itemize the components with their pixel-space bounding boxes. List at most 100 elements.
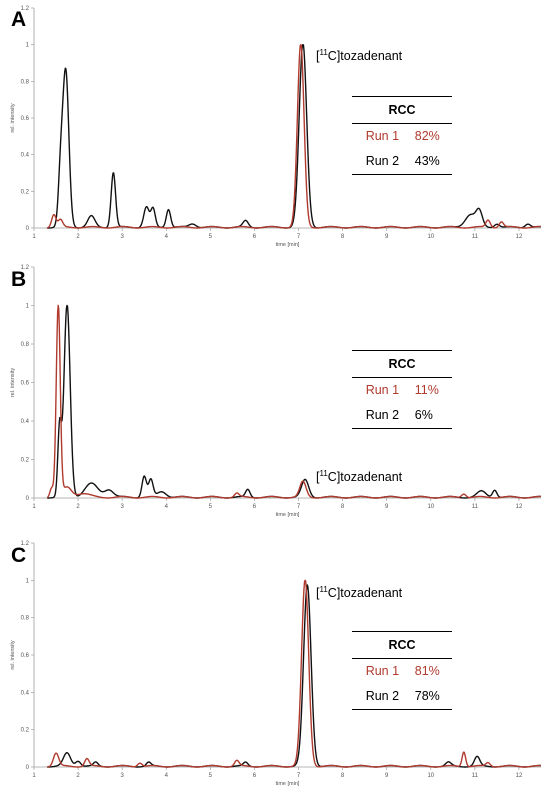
panel-a: 1 2 3 4 5 6 7 8 9 10 11 12 0 0.2 0.4 0.6 0.8 1 1.2 time [mi… <box>0 0 550 250</box>
x-tick-label: 9 <box>385 234 389 240</box>
rcc-header: RCC <box>352 631 452 659</box>
rcc-row-run1: Run 1 82% <box>352 124 452 149</box>
peak-label: [11C]tozadenant <box>316 585 403 601</box>
rcc-value: 11% <box>414 383 439 397</box>
run-label: Run 2 <box>365 689 400 703</box>
y-tick-label: 0 <box>26 765 30 771</box>
x-tick-label: 8 <box>341 773 345 779</box>
y-tick-label: 0.2 <box>21 728 30 734</box>
rcc-header: RCC <box>352 96 452 124</box>
y-tick-label: 0.2 <box>21 458 30 464</box>
x-tick-label: 4 <box>165 234 169 240</box>
x-axis-title: time [min] <box>276 781 300 787</box>
y-tick-label: 0 <box>26 496 30 502</box>
rcc-value: 6% <box>414 408 433 422</box>
rcc-value: 81% <box>414 664 440 678</box>
panel-letter: B <box>11 268 27 291</box>
x-tick-label: 4 <box>165 504 169 510</box>
rcc-table: RCC Run 1 11% Run 2 6% <box>352 350 452 429</box>
y-tick-label: 1.2 <box>21 265 30 271</box>
x-tick-label: 9 <box>385 773 389 779</box>
x-tick-label: 3 <box>121 234 125 240</box>
rcc-value: 82% <box>414 129 440 143</box>
y-tick-label: 0 <box>26 226 30 232</box>
y-axis-title: rel. intensity <box>10 368 16 398</box>
x-tick-label: 11 <box>472 773 479 779</box>
y-tick-label: 0.4 <box>21 153 30 159</box>
y-tick-label: 0.2 <box>21 189 30 195</box>
panel-letter: A <box>11 8 27 31</box>
y-tick-label: 1 <box>26 43 30 49</box>
rcc-table: RCC Run 1 81% Run 2 78% <box>352 631 452 710</box>
x-tick-label: 10 <box>427 504 434 510</box>
y-tick-label: 0.8 <box>21 342 30 348</box>
y-axis-title: rel. intensity <box>10 640 16 670</box>
rcc-row-run1: Run 1 11% <box>352 378 452 403</box>
x-tick-label: 8 <box>341 504 345 510</box>
x-axis-title: time [min] <box>276 242 300 248</box>
x-tick-label: 7 <box>297 504 301 510</box>
y-tick-label: 1.2 <box>21 541 30 547</box>
y-tick-label: 0.6 <box>21 116 30 122</box>
x-tick-label: 5 <box>209 504 213 510</box>
rcc-table: RCC Run 1 82% Run 2 43% <box>352 96 452 175</box>
x-tick-label: 10 <box>427 234 434 240</box>
peak-label: [11C]tozadenant <box>316 469 403 485</box>
series-line-run-1 <box>47 43 542 229</box>
x-tick-label: 1 <box>32 234 36 240</box>
series-line-run-2 <box>47 304 542 499</box>
x-tick-label: 2 <box>76 773 80 779</box>
y-tick-label: 1 <box>26 304 30 310</box>
y-tick-label: 0.6 <box>21 653 30 659</box>
x-tick-label: 3 <box>121 504 125 510</box>
x-tick-label: 5 <box>209 773 213 779</box>
run-label: Run 2 <box>365 154 400 168</box>
run-label: Run 1 <box>365 664 400 678</box>
y-tick-label: 0.8 <box>21 79 30 85</box>
rcc-row-run2: Run 2 78% <box>352 684 452 710</box>
series-line-run-1 <box>47 579 542 768</box>
x-tick-label: 12 <box>516 504 523 510</box>
x-tick-label: 6 <box>253 504 257 510</box>
rcc-row-run2: Run 2 6% <box>352 403 452 429</box>
run-label: Run 2 <box>365 408 400 422</box>
y-tick-label: 0.4 <box>21 690 30 696</box>
rcc-row-run1: Run 1 81% <box>352 659 452 684</box>
x-tick-label: 2 <box>76 504 80 510</box>
x-tick-label: 6 <box>253 773 257 779</box>
series-line-run-1 <box>46 304 542 499</box>
rcc-header: RCC <box>352 350 452 378</box>
rcc-value: 43% <box>414 154 440 168</box>
run-label: Run 1 <box>365 129 400 143</box>
rcc-value: 78% <box>414 689 440 703</box>
x-tick-label: 3 <box>121 773 125 779</box>
y-axis-title: rel. intensity <box>10 103 16 133</box>
x-tick-label: 9 <box>385 504 389 510</box>
x-tick-label: 5 <box>209 234 213 240</box>
x-tick-label: 10 <box>427 773 434 779</box>
panel-b: 1 2 3 4 5 6 7 8 9 10 11 12 0 0.2 0.4 0.6 0.8 1 1.2 time [mi… <box>0 262 550 524</box>
x-tick-label: 1 <box>32 504 36 510</box>
x-tick-label: 7 <box>297 234 301 240</box>
x-tick-label: 1 <box>32 773 36 779</box>
x-tick-label: 8 <box>341 234 345 240</box>
y-tick-label: 1.2 <box>21 6 30 12</box>
peak-label: [11C]tozadenant <box>316 48 403 64</box>
x-tick-label: 11 <box>472 504 479 510</box>
panel-letter: C <box>11 544 27 567</box>
y-tick-label: 0.6 <box>21 381 30 387</box>
x-tick-label: 12 <box>516 234 523 240</box>
x-tick-label: 11 <box>472 234 479 240</box>
run-label: Run 1 <box>365 383 400 397</box>
x-tick-label: 2 <box>76 234 80 240</box>
x-tick-label: 6 <box>253 234 257 240</box>
y-tick-label: 0.4 <box>21 419 30 425</box>
x-tick-label: 7 <box>297 773 301 779</box>
y-tick-label: 1 <box>26 578 30 584</box>
x-tick-label: 4 <box>165 773 169 779</box>
x-tick-label: 12 <box>516 773 523 779</box>
rcc-row-run2: Run 2 43% <box>352 149 452 175</box>
